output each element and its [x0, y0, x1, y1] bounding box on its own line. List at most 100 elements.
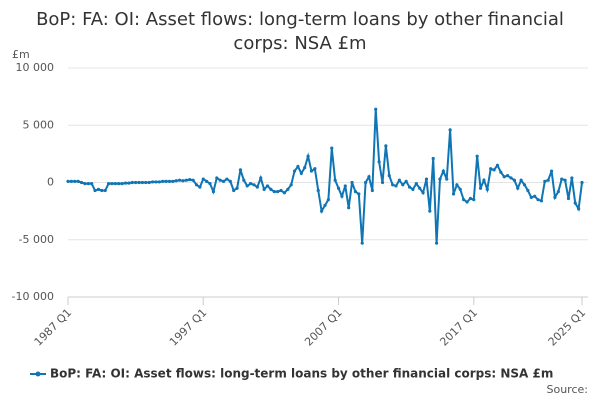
point — [93, 188, 97, 193]
point — [556, 190, 560, 194]
point — [147, 180, 151, 185]
point — [448, 128, 452, 132]
point — [566, 196, 571, 201]
point — [238, 168, 243, 172]
point — [549, 169, 554, 173]
point — [441, 169, 445, 173]
point — [215, 176, 219, 180]
point — [367, 175, 371, 179]
point — [90, 182, 94, 186]
point — [137, 180, 141, 185]
point — [79, 180, 84, 185]
point — [573, 201, 577, 205]
point — [506, 174, 510, 178]
point — [181, 179, 185, 183]
point — [492, 168, 496, 172]
point — [252, 183, 256, 187]
point — [580, 180, 584, 185]
point — [397, 178, 401, 182]
point — [113, 182, 117, 186]
point — [326, 198, 330, 202]
point — [140, 180, 144, 185]
point — [380, 180, 385, 185]
point — [347, 206, 351, 210]
point — [276, 190, 280, 194]
point — [502, 175, 506, 179]
point — [100, 188, 104, 193]
point — [529, 195, 533, 199]
point — [472, 198, 476, 202]
point — [313, 167, 317, 171]
point — [306, 154, 310, 158]
point — [455, 183, 459, 187]
legend-label: BoP: FA: OI: Asset flows: long-term loan… — [50, 367, 553, 381]
point — [428, 209, 432, 213]
point — [245, 184, 249, 188]
point — [512, 178, 516, 182]
point — [539, 199, 544, 203]
point — [255, 185, 259, 189]
point — [282, 191, 287, 195]
point — [225, 177, 229, 181]
point — [299, 171, 303, 175]
point — [296, 164, 300, 169]
point — [458, 187, 462, 191]
point — [150, 180, 155, 184]
x-tick-label: 2017 Q1 — [437, 306, 480, 349]
point — [533, 194, 537, 198]
point — [123, 181, 128, 185]
point — [198, 185, 202, 189]
point — [340, 194, 344, 198]
point — [110, 182, 114, 186]
point — [377, 160, 381, 164]
point — [154, 180, 158, 184]
legend-dot — [35, 371, 41, 377]
point — [404, 179, 408, 183]
point — [330, 146, 334, 150]
y-tick-label: 5 000 — [23, 118, 55, 131]
point — [194, 183, 199, 187]
point — [211, 190, 216, 194]
point — [570, 176, 574, 180]
point — [411, 187, 415, 191]
point — [516, 186, 520, 190]
point — [86, 182, 90, 186]
x-tick-label: 2007 Q1 — [302, 306, 345, 349]
point — [262, 187, 266, 191]
point — [465, 200, 469, 204]
point — [235, 186, 239, 190]
point — [475, 154, 479, 158]
point — [286, 187, 290, 191]
point — [434, 241, 439, 245]
point — [401, 183, 405, 187]
point — [228, 179, 232, 183]
point — [221, 179, 226, 183]
point — [495, 163, 500, 167]
point — [208, 182, 212, 186]
point — [191, 178, 195, 182]
point — [323, 203, 327, 207]
point — [489, 167, 493, 171]
point — [272, 190, 276, 194]
point — [343, 184, 347, 188]
point — [445, 177, 449, 181]
point — [418, 186, 422, 190]
y-unit: £m — [12, 48, 30, 61]
point — [391, 183, 395, 187]
point — [289, 183, 293, 187]
point — [157, 180, 161, 184]
point — [259, 176, 263, 180]
point — [117, 182, 121, 186]
point — [320, 209, 324, 213]
point — [127, 181, 131, 185]
point — [120, 182, 124, 186]
point — [499, 170, 503, 174]
point — [553, 195, 557, 199]
point — [370, 188, 374, 193]
x-tick-label: 1987 Q1 — [32, 306, 75, 349]
point — [482, 178, 486, 182]
x-tick-label: 2025 Q1 — [546, 306, 589, 349]
point — [171, 179, 175, 183]
